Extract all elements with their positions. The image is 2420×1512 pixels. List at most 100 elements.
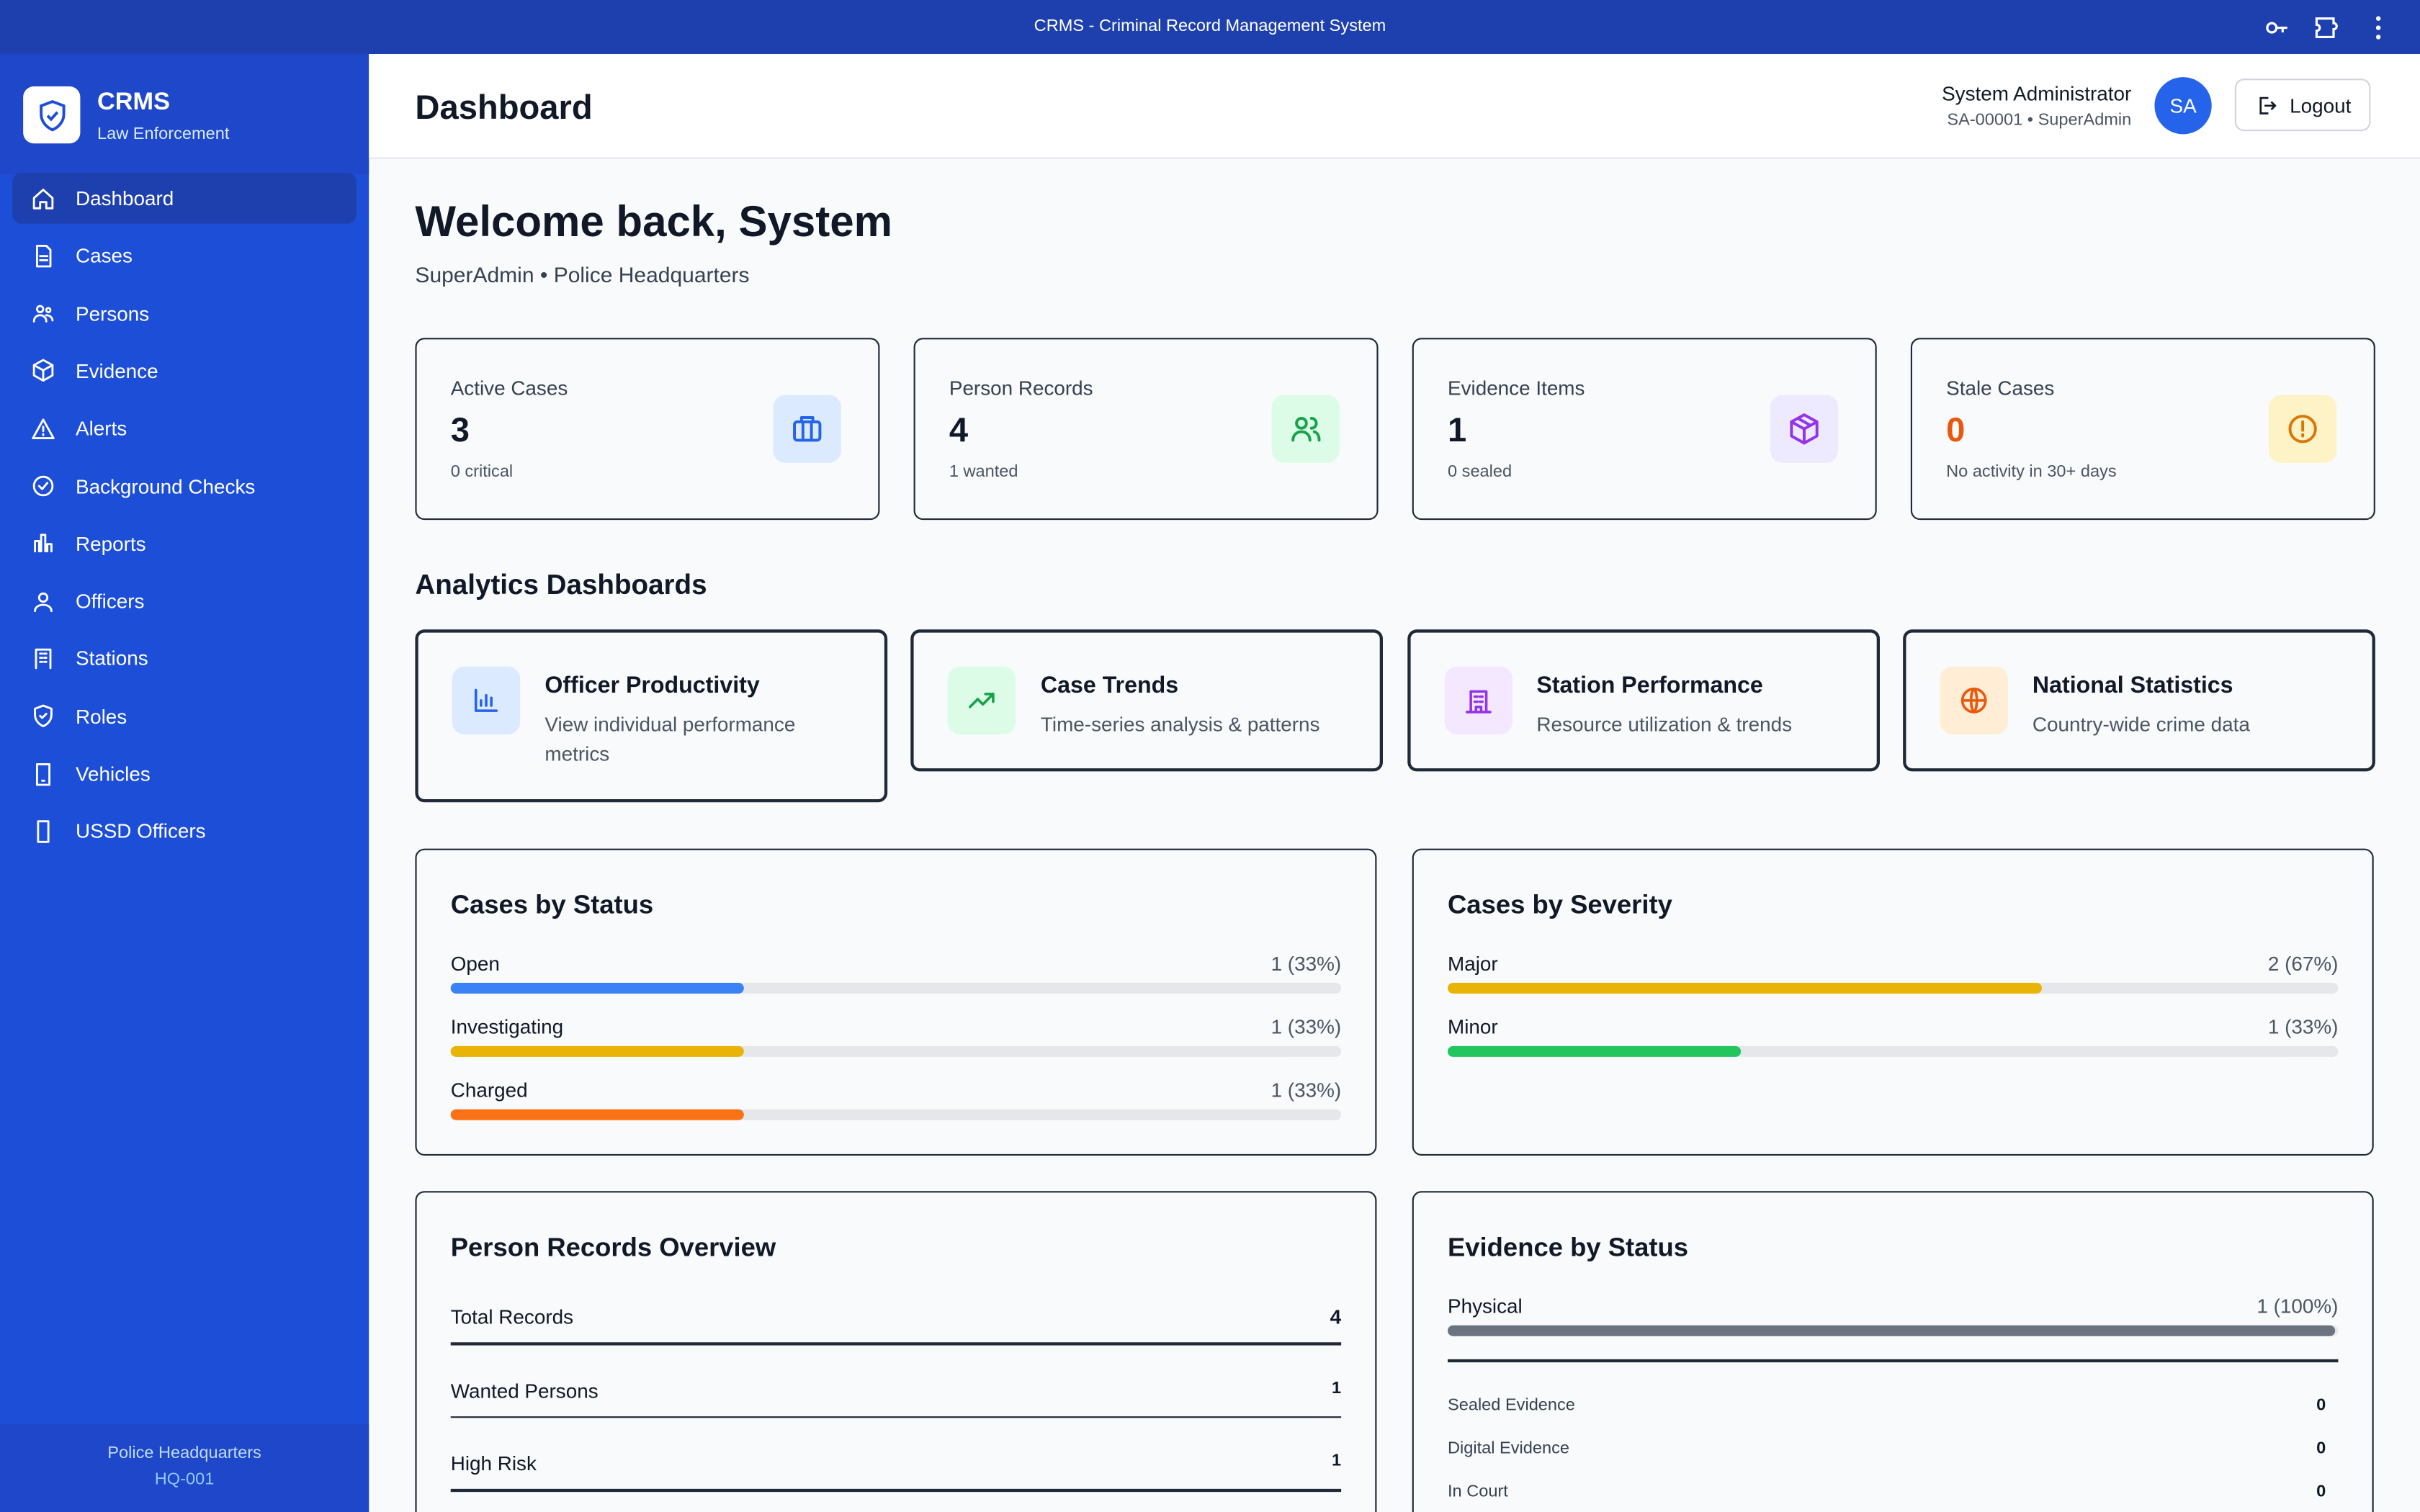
nav-label[interactable]: Officers	[76, 589, 145, 613]
nav-item[interactable]: Vehicles	[12, 748, 357, 799]
nav-item[interactable]: Alerts	[12, 403, 357, 454]
progress-track	[450, 983, 1342, 994]
stat-note: 1 wanted	[949, 462, 1018, 482]
analytics-description: View individual performance metrics	[544, 712, 796, 765]
sidebar-footer: Police Headquarters HQ-001	[0, 1423, 369, 1512]
stat-card: Active Cases 3 0 critical	[415, 338, 880, 521]
stat-value: 4	[949, 410, 969, 449]
stat-value: 1	[1447, 410, 1467, 449]
nav-item[interactable]: Persons	[12, 288, 357, 339]
analytics-icon	[1940, 666, 2008, 734]
row-value: 1 (33%)	[2267, 1015, 2339, 1039]
nav-item[interactable]: Dashboard	[12, 173, 357, 224]
row-label: Investigating	[450, 1015, 564, 1039]
nav-label[interactable]: Vehicles	[76, 762, 151, 786]
stat-value: 3	[450, 410, 470, 449]
count-value: 0	[2316, 1439, 2326, 1458]
analytics-title[interactable]: Station Performance	[1536, 672, 1763, 699]
nav-label[interactable]: Stations	[76, 647, 148, 670]
nav-item[interactable]: Stations	[12, 633, 357, 684]
divider	[450, 1488, 1342, 1492]
nav-label[interactable]: USSD Officers	[76, 819, 206, 843]
row-label: Open	[450, 952, 500, 976]
progress-track	[1447, 983, 2339, 994]
record-value: 4	[1330, 1305, 1342, 1328]
progress-track	[450, 1109, 1342, 1120]
nav-label[interactable]: Evidence	[76, 359, 158, 383]
record-label: Total Records	[450, 1305, 574, 1328]
analytics-description: Country-wide crime data	[2032, 712, 2250, 737]
progress-track	[1447, 1325, 2339, 1336]
panel-title: Cases by Severity	[1447, 890, 1672, 920]
logout-label[interactable]: Logout	[2290, 93, 2352, 117]
nav-label[interactable]: Persons	[76, 302, 150, 325]
brand-name: CRMS	[97, 89, 170, 116]
nav-label[interactable]: Alerts	[76, 416, 127, 441]
progress-bar	[1447, 1325, 2335, 1336]
user-name: System Administrator	[1942, 81, 2132, 105]
nav-item[interactable]: Background Checks	[12, 461, 357, 512]
nav-item[interactable]: Reports	[12, 518, 357, 570]
divider	[1447, 1359, 2339, 1362]
stat-icon	[773, 395, 841, 463]
analytics-card[interactable]: National Statistics Country-wide crime da…	[1902, 629, 2375, 772]
row-value: 1 (33%)	[1270, 1015, 1342, 1039]
panel-title: Person Records Overview	[450, 1233, 776, 1262]
nav-item[interactable]: Evidence	[12, 346, 357, 397]
analytics-icon	[452, 666, 521, 734]
stat-icon	[2269, 395, 2337, 463]
analytics-card[interactable]: Station Performance Resource utilization …	[1407, 629, 1880, 772]
row-value: 2 (67%)	[2267, 952, 2339, 976]
panel-title: Cases by Status	[450, 890, 654, 920]
analytics-title[interactable]: Officer Productivity	[544, 672, 760, 699]
row-label: Major	[1447, 952, 1498, 976]
station-name: Police Headquarters	[107, 1444, 261, 1463]
panel: Cases by Status Open 1 (33%) Investigating 1…	[415, 848, 1377, 1156]
analytics-title[interactable]: National Statistics	[2032, 672, 2233, 699]
row-value: 1 (33%)	[1270, 1078, 1342, 1102]
row-value: 1 (100%)	[2257, 1294, 2339, 1318]
analytics-description: Resource utilization & trends	[1536, 712, 1793, 737]
record-label: High Risk	[450, 1452, 537, 1475]
panel: Evidence by Status Physical 1 (100%) Sealed…	[1412, 1191, 2374, 1512]
nav-label[interactable]: Dashboard	[76, 186, 174, 210]
nav-item[interactable]: Roles	[12, 690, 357, 742]
analytics-description: Time-series analysis & patterns	[1040, 712, 1320, 737]
analytics-card[interactable]: Case Trends Time-series analysis & patter…	[910, 629, 1384, 772]
count-value: 0	[2316, 1396, 2326, 1415]
avatar[interactable]: SA	[2154, 77, 2212, 135]
section-title: Analytics Dashboards	[415, 569, 707, 600]
stat-label: Person Records	[949, 376, 1093, 400]
analytics-icon	[1443, 666, 1512, 734]
logout-button[interactable]: Logout	[2234, 78, 2371, 132]
progress-bar	[450, 983, 744, 994]
progress-bar	[1447, 983, 2043, 994]
window-title: CRMS - Criminal Record Management System	[1034, 17, 1386, 36]
count-label: In Court	[1447, 1482, 1508, 1501]
progress-bar	[450, 1109, 744, 1120]
stat-card: Stale Cases 0 No activity in 30+ days	[1910, 338, 2375, 521]
stat-note: 0 sealed	[1447, 462, 1512, 482]
nav-label[interactable]: Roles	[76, 704, 127, 728]
analytics-card[interactable]: Officer Productivity View individual perf…	[415, 629, 888, 803]
stat-note: No activity in 30+ days	[1946, 462, 2117, 482]
nav-label[interactable]: Cases	[76, 244, 133, 268]
row-value: 1 (33%)	[1270, 952, 1342, 976]
row-label: Physical	[1447, 1294, 1523, 1318]
header: Dashboard System Administrator SA-00001 …	[369, 54, 2420, 159]
nav-item[interactable]: Cases	[12, 230, 357, 282]
stat-card: Evidence Items 1 0 sealed	[1412, 338, 1877, 521]
station-code: HQ-001	[154, 1470, 215, 1489]
nav-label[interactable]: Reports	[76, 531, 146, 555]
record-value: 1	[1332, 1378, 1342, 1398]
nav-item[interactable]: Officers	[12, 575, 357, 626]
record-value: 1	[1332, 1452, 1342, 1471]
nav-item[interactable]: USSD Officers	[12, 806, 357, 857]
row-label: Charged	[450, 1078, 528, 1102]
analytics-title[interactable]: Case Trends	[1040, 672, 1179, 699]
count-label: Sealed Evidence	[1447, 1396, 1575, 1415]
stat-label: Stale Cases	[1946, 376, 2055, 400]
nav-label[interactable]: Background Checks	[76, 474, 256, 498]
panel: Person Records Overview Total Records 4 Wan…	[415, 1191, 1377, 1512]
